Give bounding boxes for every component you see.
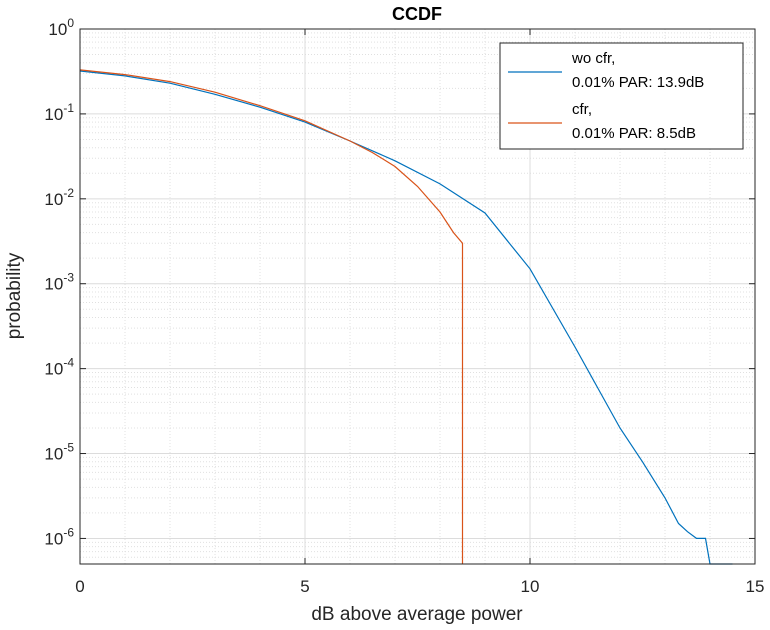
x-tick-label: 15 [746, 577, 765, 596]
x-tick-label: 0 [75, 577, 84, 596]
x-tick-label: 10 [521, 577, 540, 596]
y-tick-label: 10-5 [44, 441, 74, 464]
series-line [79, 69, 464, 564]
y-tick-label: 10-4 [44, 356, 74, 379]
y-tick-label: 10-1 [44, 101, 74, 124]
legend-label: cfr, [572, 101, 592, 118]
plot-frame [79, 28, 756, 565]
y-tick-label: 100 [48, 16, 74, 39]
y-axis-title: probability [4, 252, 25, 339]
y-tick-label: 10-3 [44, 271, 74, 294]
y-tick-label: 10-6 [44, 525, 74, 548]
legend: wo cfr, 0.01% PAR: 13.9dB cfr, 0.01% PAR: 8… [499, 42, 744, 150]
data-series [79, 69, 733, 565]
legend-box [499, 42, 744, 150]
x-tick-label: 5 [300, 577, 309, 596]
series-line [79, 70, 733, 565]
legend-label: 0.01% PAR: 13.9dB [572, 74, 704, 91]
y-tick-label: 10-2 [44, 186, 74, 209]
chart-title: CCDF [392, 4, 442, 24]
legend-label: 0.01% PAR: 8.5dB [572, 125, 696, 142]
x-axis-title: dB above average power [311, 604, 523, 625]
axis-ticks: 0 5 10 15 100 10-1 10-2 10-3 10-4 10-5 10-6 [44, 16, 764, 596]
legend-label: wo cfr, [571, 50, 615, 67]
